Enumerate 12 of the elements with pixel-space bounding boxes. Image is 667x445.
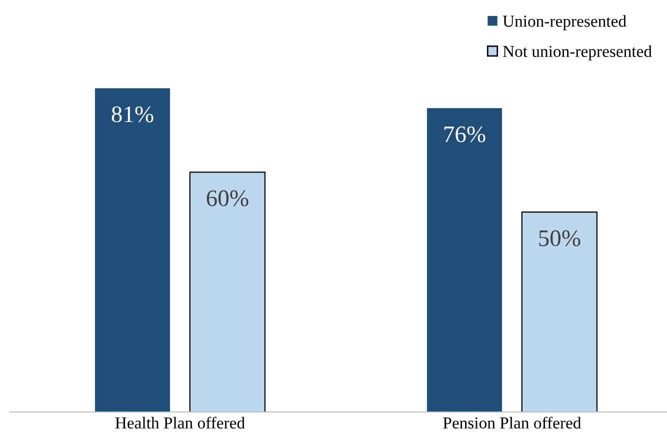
bar xyxy=(189,172,266,412)
legend-label: Union-represented xyxy=(502,15,626,30)
bar xyxy=(521,212,598,412)
legend-label: Not union-represented xyxy=(502,45,652,60)
data-label: 76% xyxy=(444,126,486,142)
x-tick-label: Health Plan offered xyxy=(115,416,245,429)
data-label: 60% xyxy=(206,190,248,206)
x-tick-label: Pension Plan offered xyxy=(443,416,582,429)
data-label: 81% xyxy=(112,106,154,122)
bar xyxy=(94,88,170,412)
data-label: 50% xyxy=(539,230,580,246)
bar xyxy=(426,108,502,412)
